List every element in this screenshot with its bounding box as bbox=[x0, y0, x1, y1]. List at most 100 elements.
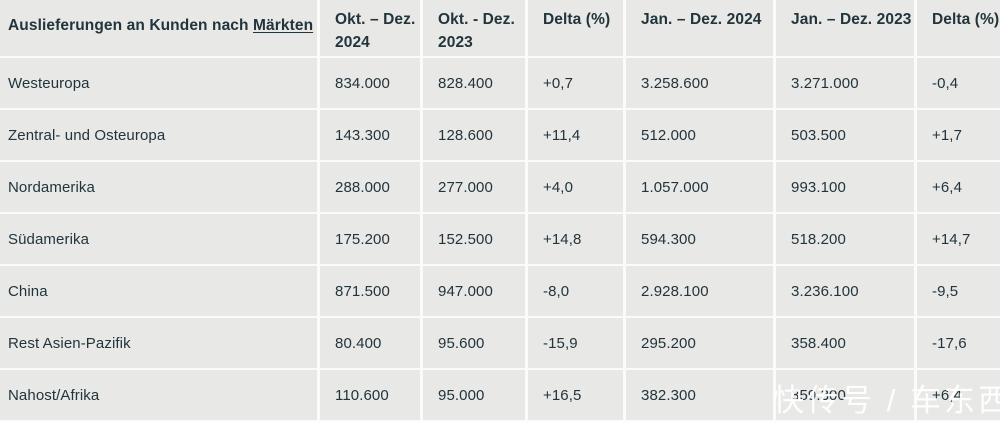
market-label: Rest Asien-Pazifik bbox=[8, 334, 131, 352]
value-cell-delta-fy: -17,6 bbox=[917, 318, 1000, 368]
market-cell: Südamerika bbox=[0, 214, 317, 264]
value: -9,5 bbox=[932, 282, 959, 300]
value-cell-delta-fy: +6,4 bbox=[917, 370, 1000, 420]
value-cell-q4-2024: 834.000 bbox=[320, 58, 420, 108]
value-cell-q4-2023: 828.400 bbox=[423, 58, 525, 108]
value-cell-delta-fy: +1,7 bbox=[917, 110, 1000, 160]
value: +14,8 bbox=[543, 230, 582, 248]
value: 382.300 bbox=[641, 386, 696, 404]
value: 152.500 bbox=[438, 230, 493, 248]
value-cell-fy-2024: 2.928.100 bbox=[626, 266, 773, 316]
value: 3.236.100 bbox=[791, 282, 859, 300]
value: 1.057.000 bbox=[641, 178, 709, 196]
value-cell-fy-2024: 382.300 bbox=[626, 370, 773, 420]
value-cell-q4-2023: 152.500 bbox=[423, 214, 525, 264]
value: +0,7 bbox=[543, 74, 574, 92]
value: -8,0 bbox=[543, 282, 570, 300]
column-header-q4-2023: Okt. - Dez. 2023 bbox=[423, 0, 525, 56]
value: -15,9 bbox=[543, 334, 578, 352]
value-cell-q4-2024: 175.200 bbox=[320, 214, 420, 264]
column-header-label: Jan. – Dez. 2023 bbox=[791, 11, 912, 28]
value-cell-q4-2023: 128.600 bbox=[423, 110, 525, 160]
value-cell-fy-2024: 3.258.600 bbox=[626, 58, 773, 108]
value: 503.500 bbox=[791, 126, 846, 144]
market-label: Nordamerika bbox=[8, 178, 95, 196]
value: 871.500 bbox=[335, 282, 390, 300]
value-cell-fy-2024: 1.057.000 bbox=[626, 162, 773, 212]
value: +4,0 bbox=[543, 178, 574, 196]
value-cell-q4-2023: 277.000 bbox=[423, 162, 525, 212]
value: 3.271.000 bbox=[791, 74, 859, 92]
value: +1,7 bbox=[932, 126, 963, 144]
value-cell-delta-fy: +14,7 bbox=[917, 214, 1000, 264]
markets-header-prefix: Auslieferungen an Kunden nach bbox=[8, 17, 253, 34]
value-cell-q4-2023: 95.000 bbox=[423, 370, 525, 420]
value-cell-fy-2023: 993.100 bbox=[776, 162, 914, 212]
column-header-label: Okt. – Dez. 2024 bbox=[335, 11, 416, 51]
column-header-label: Delta (%) bbox=[543, 11, 611, 28]
column-header-fy-2023: Jan. – Dez. 2023 bbox=[776, 0, 914, 56]
value-cell-delta-q4: +0,7 bbox=[528, 58, 623, 108]
value: 828.400 bbox=[438, 74, 493, 92]
value-cell-delta-q4: +11,4 bbox=[528, 110, 623, 160]
value: 128.600 bbox=[438, 126, 493, 144]
value-cell-fy-2023: 359.300 bbox=[776, 370, 914, 420]
column-header-label: Delta (%) bbox=[932, 11, 1000, 28]
value-cell-delta-fy: -9,5 bbox=[917, 266, 1000, 316]
value: 947.000 bbox=[438, 282, 493, 300]
value-cell-q4-2024: 110.600 bbox=[320, 370, 420, 420]
value: 175.200 bbox=[335, 230, 390, 248]
value-cell-fy-2023: 358.400 bbox=[776, 318, 914, 368]
value: 295.200 bbox=[641, 334, 696, 352]
value-cell-q4-2024: 80.400 bbox=[320, 318, 420, 368]
value: 80.400 bbox=[335, 334, 382, 352]
value: +6,4 bbox=[932, 386, 963, 404]
value-cell-delta-q4: +14,8 bbox=[528, 214, 623, 264]
market-cell: Nahost/Afrika bbox=[0, 370, 317, 420]
value-cell-delta-q4: +4,0 bbox=[528, 162, 623, 212]
market-cell: China bbox=[0, 266, 317, 316]
markets-header-label: Auslieferungen an Kunden nach Märkten bbox=[8, 14, 313, 37]
column-header-label: Okt. - Dez. 2023 bbox=[438, 11, 515, 51]
value: +14,7 bbox=[932, 230, 971, 248]
value-cell-delta-q4: -8,0 bbox=[528, 266, 623, 316]
value: 110.600 bbox=[335, 386, 389, 404]
market-cell: Rest Asien-Pazifik bbox=[0, 318, 317, 368]
column-header-markets: Auslieferungen an Kunden nach Märkten bbox=[0, 0, 317, 56]
value: 2.928.100 bbox=[641, 282, 709, 300]
value: 993.100 bbox=[791, 178, 846, 196]
value-cell-fy-2023: 3.271.000 bbox=[776, 58, 914, 108]
value: 594.300 bbox=[641, 230, 696, 248]
value-cell-q4-2023: 947.000 bbox=[423, 266, 525, 316]
value: 358.400 bbox=[791, 334, 846, 352]
column-header-delta-fy: Delta (%) bbox=[917, 0, 1000, 56]
value-cell-q4-2024: 288.000 bbox=[320, 162, 420, 212]
value-cell-delta-fy: -0,4 bbox=[917, 58, 1000, 108]
value-cell-delta-q4: +16,5 bbox=[528, 370, 623, 420]
column-header-q4-2024: Okt. – Dez. 2024 bbox=[320, 0, 420, 56]
market-cell: Westeuropa bbox=[0, 58, 317, 108]
value: +11,4 bbox=[543, 126, 581, 144]
value: 3.258.600 bbox=[641, 74, 709, 92]
market-cell: Nordamerika bbox=[0, 162, 317, 212]
market-label: Nahost/Afrika bbox=[8, 386, 100, 404]
value-cell-delta-fy: +6,4 bbox=[917, 162, 1000, 212]
value: +6,4 bbox=[932, 178, 963, 196]
markets-link[interactable]: Märkten bbox=[253, 17, 314, 34]
value: +16,5 bbox=[543, 386, 582, 404]
value: 518.200 bbox=[791, 230, 846, 248]
column-header-delta-q4: Delta (%) bbox=[528, 0, 623, 56]
column-header-label: Jan. – Dez. 2024 bbox=[641, 11, 762, 28]
market-label: Südamerika bbox=[8, 230, 90, 248]
value-cell-fy-2023: 518.200 bbox=[776, 214, 914, 264]
value-cell-fy-2023: 503.500 bbox=[776, 110, 914, 160]
column-header-fy-2024: Jan. – Dez. 2024 bbox=[626, 0, 773, 56]
value-cell-fy-2023: 3.236.100 bbox=[776, 266, 914, 316]
value: -0,4 bbox=[932, 74, 959, 92]
value: 95.000 bbox=[438, 386, 485, 404]
value-cell-fy-2024: 295.200 bbox=[626, 318, 773, 368]
value-cell-delta-q4: -15,9 bbox=[528, 318, 623, 368]
value-cell-q4-2023: 95.600 bbox=[423, 318, 525, 368]
